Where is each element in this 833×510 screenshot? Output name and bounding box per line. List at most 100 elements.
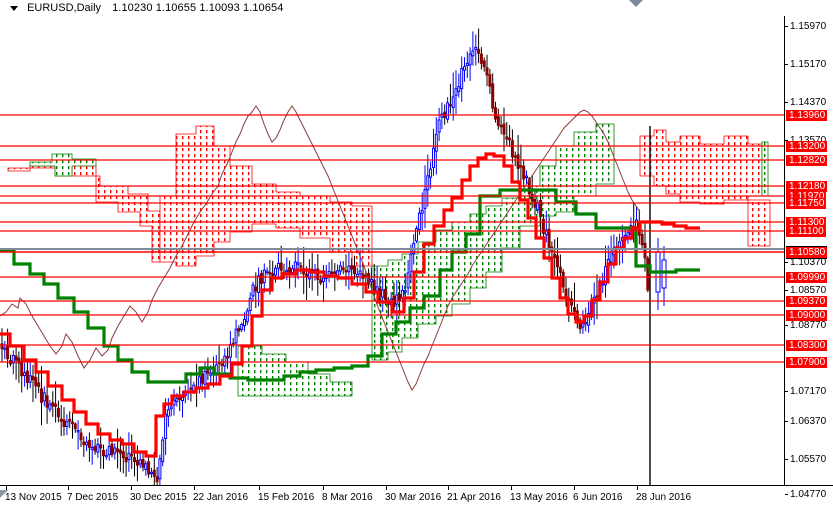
candle-body — [381, 289, 385, 298]
candle-body — [398, 294, 402, 302]
candle-body — [505, 136, 509, 140]
candle-body — [454, 88, 458, 96]
candle-body — [99, 444, 103, 449]
candle-body — [164, 413, 168, 440]
candle-body — [175, 397, 179, 402]
price-tick-label: 1.13570 — [790, 135, 826, 146]
candle-body — [130, 453, 134, 457]
tick-mark — [785, 26, 788, 27]
price-level-label[interactable]: 1.11970 — [786, 191, 827, 202]
candle-body — [291, 268, 294, 274]
candle-body — [361, 273, 365, 279]
price-level-label[interactable]: 1.09370 — [786, 296, 828, 307]
candle-body — [110, 443, 114, 456]
candle-body — [150, 471, 153, 475]
kijun-sen-line — [0, 188, 700, 384]
current-price-label[interactable]: 1.10580 — [786, 246, 828, 259]
symbol-label: EURUSD,Daily — [27, 2, 102, 15]
price-level-label[interactable]: 1.08300 — [786, 340, 828, 351]
tick-mark — [785, 102, 788, 103]
candle-body — [465, 62, 469, 67]
triangle-down-icon[interactable] — [10, 5, 18, 11]
candle-body — [491, 83, 495, 109]
price-level-label[interactable]: 1.07900 — [786, 357, 828, 368]
candle-body — [161, 439, 165, 463]
candle-body — [508, 137, 512, 141]
candle-body — [322, 277, 325, 282]
candle-body — [228, 344, 232, 358]
candle-body — [460, 68, 464, 90]
price-level-label[interactable]: 1.09990 — [786, 272, 828, 283]
price-tick-label: 1.08570 — [790, 285, 827, 296]
candle-body — [485, 67, 489, 76]
candle-body — [51, 402, 55, 407]
candle-body — [279, 262, 283, 271]
candle-body — [406, 272, 410, 289]
tick-mark — [637, 486, 638, 490]
candle-body — [48, 403, 52, 410]
candle-body — [116, 448, 120, 452]
price-level-label[interactable]: 1.11750 — [786, 198, 827, 209]
date-axis[interactable]: 13 Nov 2015 7 Dec 2015 30 Dec 2015 22 Jan 2… — [0, 485, 784, 510]
tick-mark — [386, 486, 387, 490]
scroll-left-arrow-icon[interactable] — [0, 490, 8, 498]
candle-body — [40, 388, 43, 403]
candle-body — [23, 372, 27, 376]
candle-body — [93, 445, 97, 452]
candle-body — [448, 104, 452, 107]
candle-body — [76, 430, 80, 433]
tick-mark — [574, 486, 575, 490]
candle-body — [437, 119, 441, 133]
candle-body — [141, 459, 145, 468]
candle-body — [135, 460, 139, 466]
candle-body — [268, 271, 272, 275]
candle-body — [358, 270, 362, 275]
price-level-label[interactable]: 1.13200 — [786, 141, 828, 152]
candle-body — [578, 319, 582, 330]
candle-body — [420, 209, 424, 214]
price-level-label[interactable]: 1.11100 — [786, 226, 826, 237]
candle-body — [372, 279, 376, 292]
price-tick-label: 1.06370 — [790, 416, 827, 427]
candle-body — [429, 168, 433, 178]
price-tick-label: 1.15970 — [790, 21, 827, 32]
candle-body — [274, 267, 277, 276]
price-level-lines[interactable] — [0, 114, 784, 363]
candle-body — [206, 368, 210, 374]
price-axis[interactable]: 1.15970 1.15170 1.14370 1.13570 1.10370 1.085… — [784, 16, 833, 500]
date-tick-label: 21 Apr 2016 — [447, 492, 501, 503]
price-level-label[interactable]: 1.11300 — [786, 217, 827, 228]
candle-body — [595, 295, 599, 298]
candle-body — [82, 441, 86, 446]
date-tick-label: 6 Jun 2016 — [573, 492, 623, 503]
price-level-label[interactable]: 1.13960 — [786, 110, 828, 121]
candle-body — [79, 432, 83, 441]
candle-body — [62, 419, 66, 427]
candle-body — [530, 193, 534, 202]
chart-plot-area[interactable] — [0, 16, 784, 485]
candle-body — [601, 283, 605, 286]
chikou-span-line — [0, 105, 641, 391]
candle-body — [133, 457, 136, 463]
candle-body — [434, 133, 438, 152]
candle-body — [341, 267, 345, 270]
tick-mark — [785, 421, 788, 422]
candle-body — [0, 343, 4, 350]
tenkan-sen-line — [0, 152, 700, 458]
down-triangle-marker[interactable] — [629, 0, 643, 7]
candle-body — [496, 116, 500, 126]
candle-body — [482, 60, 486, 68]
candle-body — [640, 233, 644, 246]
candle-body — [118, 449, 122, 454]
candle-body — [403, 290, 407, 293]
candle-body — [355, 273, 359, 277]
chart-canvas — [0, 28, 784, 485]
candle-body — [536, 202, 540, 211]
price-level-label[interactable]: 1.12820 — [786, 155, 828, 166]
price-tick-label: 1.07170 — [790, 386, 827, 397]
price-tick-label: 1.10370 — [790, 257, 827, 268]
candle-body — [556, 255, 559, 268]
candle-body — [220, 363, 224, 366]
price-level-label[interactable]: 1.12180 — [786, 181, 828, 192]
price-level-label[interactable]: 1.09000 — [786, 310, 828, 321]
